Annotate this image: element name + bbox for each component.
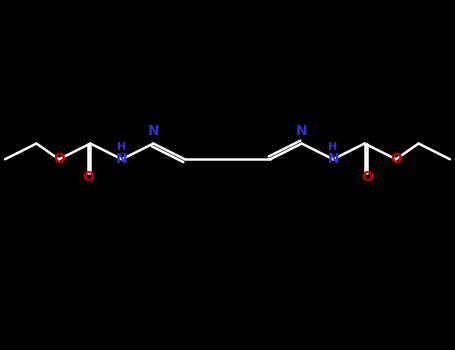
Text: N: N bbox=[296, 124, 308, 138]
Text: N: N bbox=[327, 152, 339, 166]
Text: H: H bbox=[117, 142, 126, 152]
Text: O: O bbox=[390, 152, 402, 166]
Text: N: N bbox=[147, 124, 159, 138]
Text: H: H bbox=[329, 142, 338, 152]
Text: O: O bbox=[82, 170, 94, 184]
Text: O: O bbox=[361, 170, 373, 184]
Text: O: O bbox=[53, 152, 65, 166]
Text: N: N bbox=[116, 152, 128, 166]
